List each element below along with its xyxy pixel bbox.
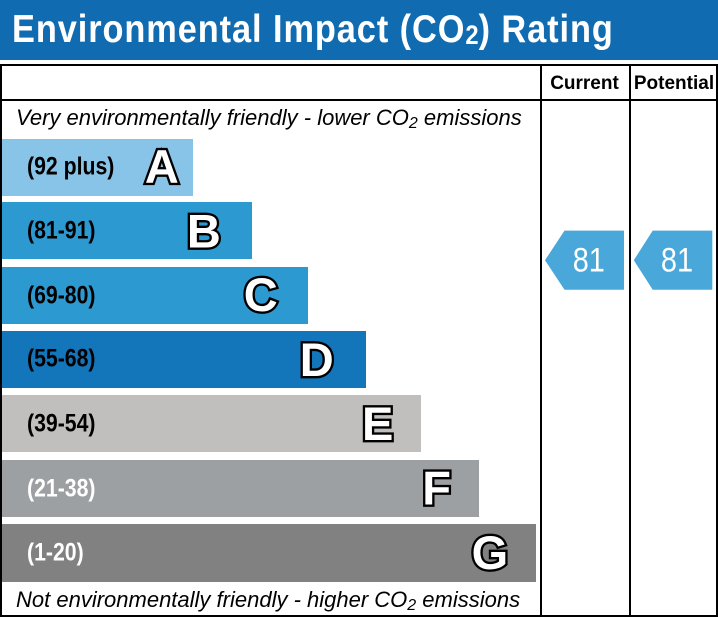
- svg-text:D: D: [300, 333, 334, 386]
- svg-text:B: B: [187, 204, 221, 257]
- svg-text:C: C: [244, 268, 278, 321]
- svg-text:E: E: [362, 397, 393, 450]
- svg-text:81: 81: [573, 240, 605, 279]
- svg-text:G: G: [472, 526, 509, 579]
- svg-text:81: 81: [661, 240, 693, 279]
- svg-text:A: A: [145, 140, 179, 193]
- svg-text:F: F: [422, 462, 451, 515]
